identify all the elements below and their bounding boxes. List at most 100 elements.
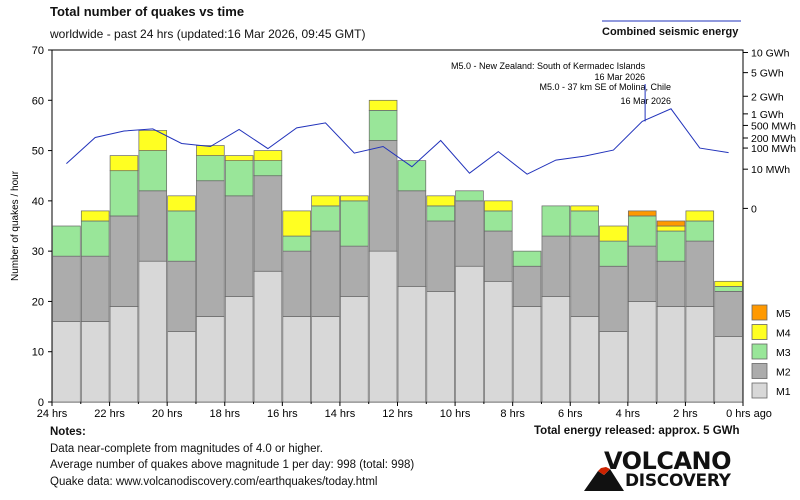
bar-m3-segment <box>455 190 484 202</box>
bar-m3-segment <box>52 225 81 257</box>
bar-m1-segment <box>685 306 715 403</box>
bar-m4-segment <box>167 195 196 212</box>
y-tick-label: 10 <box>32 347 44 359</box>
energy-line <box>66 108 729 175</box>
total-energy-label: Total energy released: approx. 5 GWh <box>534 425 740 437</box>
bar-m4-segment <box>368 99 398 111</box>
annotation-text: M5.0 - 37 km SE of Molina, Chile <box>539 82 671 92</box>
bar-m2-segment <box>282 250 311 317</box>
bar-m1-segment <box>196 316 225 403</box>
bar-m4-segment <box>685 210 715 222</box>
x-tick-label: 8 hrs <box>500 408 525 420</box>
legend-label-m3: M3 <box>776 347 791 359</box>
bar-m3-segment <box>426 205 455 222</box>
bar-m4-segment <box>426 195 455 207</box>
bar-m2-segment <box>52 255 81 322</box>
bar-m1-segment <box>397 285 427 403</box>
bar-m3-segment <box>138 150 168 192</box>
plot-area <box>51 49 744 403</box>
bar-m1-segment <box>340 296 369 403</box>
bar-m2-segment <box>80 255 110 322</box>
legend-swatch-m5 <box>751 304 768 321</box>
bar-m5-segment <box>656 220 686 227</box>
legend-label-m1: M1 <box>776 386 791 398</box>
logo-word-discovery: DISCOVERY <box>625 471 731 491</box>
notes-block: Notes: Data near-complete from magnitude… <box>50 424 414 490</box>
x-tick-label: 6 hrs <box>558 408 583 420</box>
bar-m3-segment <box>512 250 542 267</box>
bar-m4-segment <box>599 225 628 242</box>
bar-m1-segment <box>80 321 110 403</box>
bar-m2-segment <box>397 190 427 287</box>
bar-m4-segment <box>282 210 311 237</box>
bar-m2-segment <box>368 140 398 252</box>
bar-m1-segment <box>52 321 81 403</box>
notes-line-source[interactable]: Quake data: www.volcanodiscovery.com/ear… <box>50 475 378 488</box>
x-tick-label: 10 hrs <box>440 408 471 420</box>
bar-m3-segment <box>196 155 225 182</box>
bar-m2-segment <box>541 235 571 297</box>
bar-m4-segment <box>253 150 283 161</box>
energy-tick-label: 1 GWh <box>751 109 784 121</box>
energy-tick-label: 10 MWh <box>751 164 790 176</box>
bar-m3-segment <box>599 240 628 267</box>
bar-m2-segment <box>455 200 484 267</box>
bar-m2-segment <box>109 215 139 307</box>
bar-m5-segment <box>627 210 657 217</box>
bar-m4-segment <box>484 200 513 212</box>
bar-m2-segment <box>627 245 657 302</box>
legend-label-m2: M2 <box>776 367 791 379</box>
y-axis-title: Number of quakes / hour <box>10 170 21 281</box>
energy-tick-label: 200 MWh <box>751 133 796 145</box>
bar-m3-segment <box>109 170 139 217</box>
bar-m1-segment <box>627 301 657 403</box>
x-tick-label: 22 hrs <box>94 408 125 420</box>
bar-m1-segment <box>484 280 513 403</box>
bar-m1-segment <box>426 291 455 403</box>
bar-m4-segment <box>656 225 686 232</box>
bar-m2-segment <box>512 265 542 307</box>
bar-m3-segment <box>80 220 110 257</box>
bar-m1-segment <box>368 250 398 403</box>
x-tick-label: 18 hrs <box>209 408 240 420</box>
bar-m3-segment <box>397 160 427 192</box>
bar-m2-segment <box>656 260 686 307</box>
bar-m2-segment <box>484 230 513 282</box>
bar-m3-segment <box>282 235 311 252</box>
bar-m2-segment <box>253 175 283 272</box>
bar-m4-segment <box>311 195 340 207</box>
bar-m3-segment <box>167 210 196 262</box>
bar-m3-segment <box>224 160 254 197</box>
bar-m4-segment <box>80 210 110 222</box>
legend-swatch-m1 <box>751 382 768 399</box>
bar-m1-segment <box>512 306 542 403</box>
bar-m4-segment <box>196 145 225 156</box>
y-tick-label: 0 <box>38 397 44 409</box>
bar-m1-segment <box>224 296 254 403</box>
annotation-date: 16 Mar 2026 <box>595 72 646 82</box>
bar-m2-segment <box>196 180 225 317</box>
bar-m4-segment <box>570 205 599 212</box>
energy-tick-label: 500 MWh <box>751 120 796 132</box>
legend-swatch-m4 <box>751 324 768 340</box>
bar-m2-segment <box>570 235 599 317</box>
bar-m3-segment <box>253 160 283 177</box>
chart-subtitle: worldwide - past 24 hrs (updated:16 Mar … <box>50 27 366 41</box>
annotation-date: 16 Mar 2026 <box>620 96 671 106</box>
x-tick-label: 14 hrs <box>325 408 356 420</box>
chart-title: Total number of quakes vs time <box>50 4 245 19</box>
bar-m2-segment <box>685 240 715 307</box>
bar-m3-segment <box>311 205 340 232</box>
bar-m1-segment <box>109 306 139 403</box>
y-tick-label: 30 <box>32 246 44 258</box>
bar-m1-segment <box>541 296 571 403</box>
notes-line-average: Average number of quakes above magnitude… <box>50 459 415 471</box>
bar-m2-segment <box>224 195 254 297</box>
bar-m1-segment <box>599 331 628 403</box>
bar-m1-segment <box>282 316 311 403</box>
volcano-discovery-logo[interactable]: VOLCANO DISCOVERY <box>584 447 732 491</box>
x-tick-label: 0 hrs ago <box>726 408 772 420</box>
x-tick-label: 20 hrs <box>152 408 183 420</box>
bar-m1-segment <box>455 265 484 403</box>
